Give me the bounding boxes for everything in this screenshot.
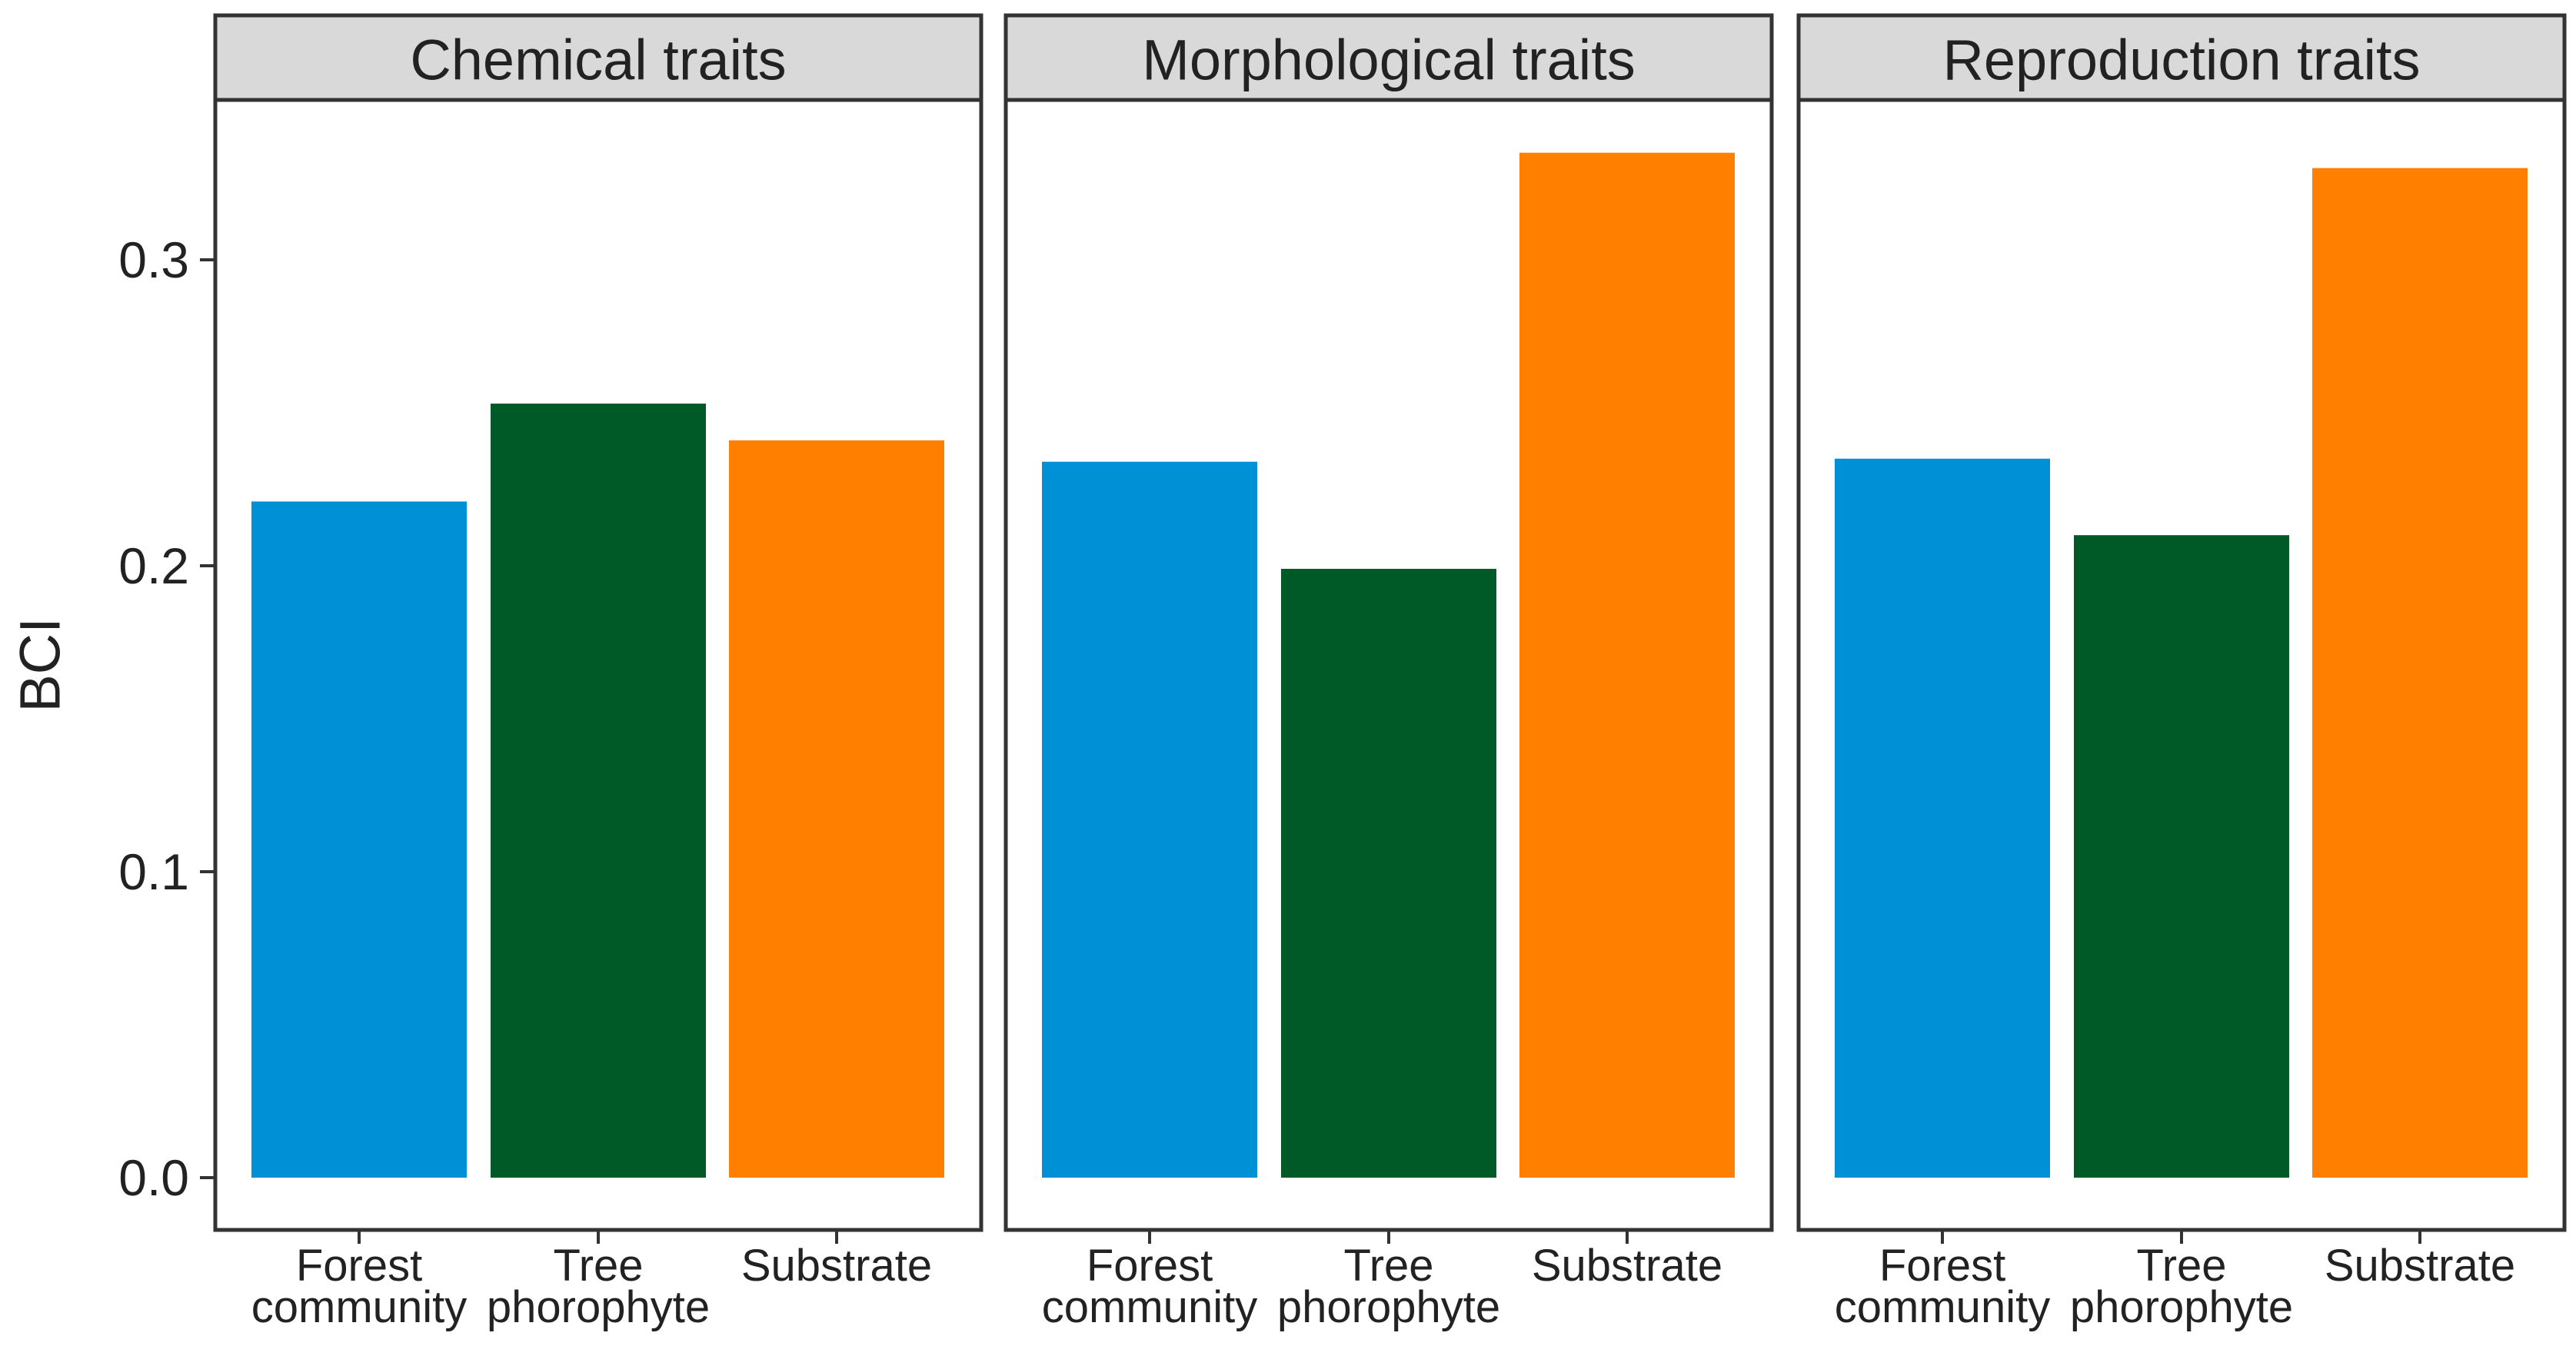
x-category-label-line: community — [1835, 1282, 2050, 1332]
bar — [1519, 152, 1735, 1178]
y-tick-label: 0.2 — [118, 537, 189, 594]
facet-strip — [213, 13, 983, 102]
x-category-label: Tree phorophyte — [1277, 1241, 1500, 1332]
bar — [2074, 535, 2289, 1178]
x-category-label: Tree phorophyte — [487, 1241, 710, 1332]
x-category-label: Forest community — [1835, 1241, 2050, 1332]
x-category-label-line: Forest — [1087, 1241, 1213, 1291]
x-category-label-line: Forest — [296, 1241, 422, 1291]
x-category-label: Forest community — [1042, 1241, 1257, 1332]
x-category-label-line: Tree — [553, 1241, 643, 1291]
x-category-label-line: phorophyte — [487, 1282, 710, 1332]
bar — [729, 440, 944, 1178]
x-category-label-line: phorophyte — [2070, 1282, 2293, 1332]
x-category-label: Substrate — [1532, 1241, 1722, 1291]
x-category-label-line: community — [251, 1282, 467, 1332]
x-category-label-line: Tree — [2136, 1241, 2226, 1291]
bar — [1835, 458, 2050, 1178]
y-axis-title: BCI — [8, 617, 72, 712]
bar — [1042, 461, 1257, 1178]
x-category-label-line: Substrate — [1532, 1241, 1722, 1291]
y-tick-label: 0.0 — [118, 1149, 189, 1206]
x-category-label: Tree phorophyte — [2070, 1241, 2293, 1332]
x-category-label-line: phorophyte — [1277, 1282, 1500, 1332]
facet-strip — [1003, 13, 1774, 102]
y-tick-label: 0.1 — [118, 843, 189, 900]
bar — [491, 404, 706, 1178]
y-tick-label: 0.3 — [118, 231, 189, 288]
x-category-label: Forest community — [251, 1241, 467, 1332]
x-category-label-line: Forest — [1879, 1241, 2005, 1291]
bar — [1281, 568, 1496, 1178]
facet-title: Reproduction traits — [1942, 28, 2420, 92]
x-category-label-line: community — [1042, 1282, 1257, 1332]
x-category-label-line: Substrate — [2325, 1241, 2515, 1291]
x-category-label: Substrate — [741, 1241, 932, 1291]
bar — [2312, 168, 2528, 1178]
bar — [251, 501, 467, 1178]
x-category-label-line: Tree — [1343, 1241, 1433, 1291]
facet-title: Morphological traits — [1142, 28, 1636, 92]
facet-title: Chemical traits — [410, 28, 786, 92]
x-category-label-line: Substrate — [741, 1241, 932, 1291]
x-category-label: Substrate — [2325, 1241, 2515, 1291]
facet-strip — [1796, 13, 2567, 102]
